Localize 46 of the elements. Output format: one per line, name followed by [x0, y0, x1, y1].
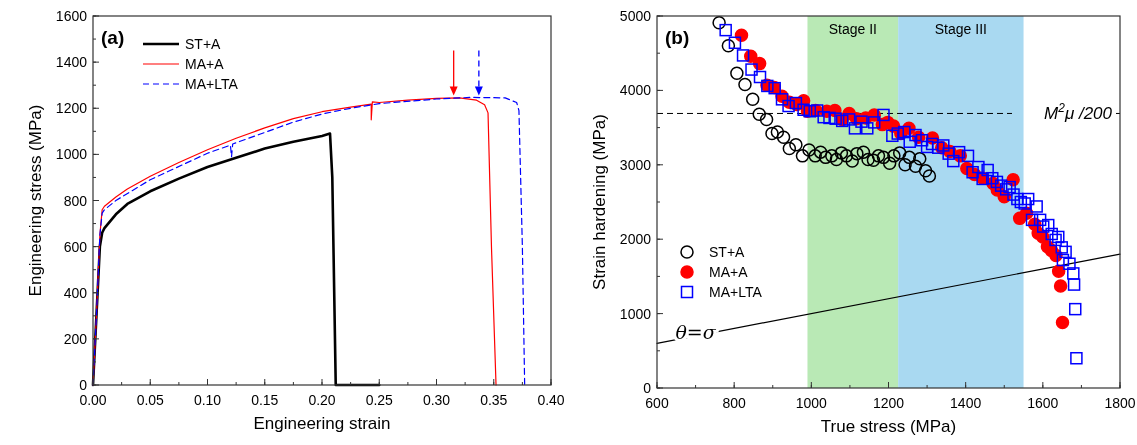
x-tick-label: 0.30 [422, 392, 451, 408]
x-tick-label: 0.35 [480, 392, 508, 408]
legend-label: MA+LTA [709, 284, 763, 300]
y-tick-label: 0 [79, 377, 88, 393]
y-tick-label: 1000 [619, 305, 652, 322]
text: (a) [101, 27, 125, 48]
y-tick-label: 0 [643, 380, 652, 396]
y-tick-label: 1000 [55, 146, 88, 163]
y-tick-label: 400 [63, 284, 88, 301]
band-label: Stage II [828, 21, 877, 37]
x-tick-label: 0.05 [136, 392, 165, 408]
y-tick-label: 5000 [619, 8, 652, 24]
text: (b) [665, 27, 690, 48]
x-tick-label: 600 [645, 395, 669, 411]
y-tick-label: 1400 [55, 54, 88, 71]
y-tick-label: 4000 [619, 82, 652, 99]
y-tick-label: 200 [63, 330, 88, 347]
legend-label: ST+A [709, 244, 746, 260]
y-axis-title: Engineering stress (MPa) [26, 104, 45, 297]
y-axis-title: Strain hardening (MPa) [590, 114, 609, 290]
x-tick-label: 0.00 [79, 392, 107, 408]
x-tick-label: 1200 [872, 395, 905, 411]
legend-label: MA+A [185, 56, 225, 72]
y-tick-label: 600 [63, 238, 88, 255]
legend-label: ST+A [185, 36, 222, 52]
band-label: Stage III [934, 21, 987, 37]
legend-label: MA+LTA [185, 76, 239, 92]
y-tick-label: 800 [63, 192, 88, 209]
y-tick-label: 3000 [619, 156, 652, 173]
x-axis-title: True stress (MPa) [820, 417, 957, 436]
x-tick-label: 0.25 [365, 392, 394, 408]
x-tick-label: 0.20 [308, 392, 336, 408]
x-tick-label: 0.15 [251, 392, 279, 408]
y-tick-label: 1200 [55, 100, 88, 117]
x-tick-label: 800 [722, 395, 747, 411]
x-tick-label: 1400 [950, 395, 982, 411]
x-axis-title: Engineering strain [253, 414, 391, 433]
x-tick-label: 1800 [1104, 395, 1136, 411]
ref-line-label: M$^{2}$μ /200 [1044, 101, 1113, 124]
y-tick-label: 1600 [55, 8, 88, 24]
legend-label: MA+A [709, 264, 749, 280]
x-tick-label: 1600 [1027, 395, 1059, 411]
x-tick-label: 1000 [795, 395, 828, 411]
y-tick-label: 2000 [619, 231, 652, 248]
x-tick-label: 0.40 [537, 392, 565, 408]
x-tick-label: 0.10 [193, 392, 222, 408]
